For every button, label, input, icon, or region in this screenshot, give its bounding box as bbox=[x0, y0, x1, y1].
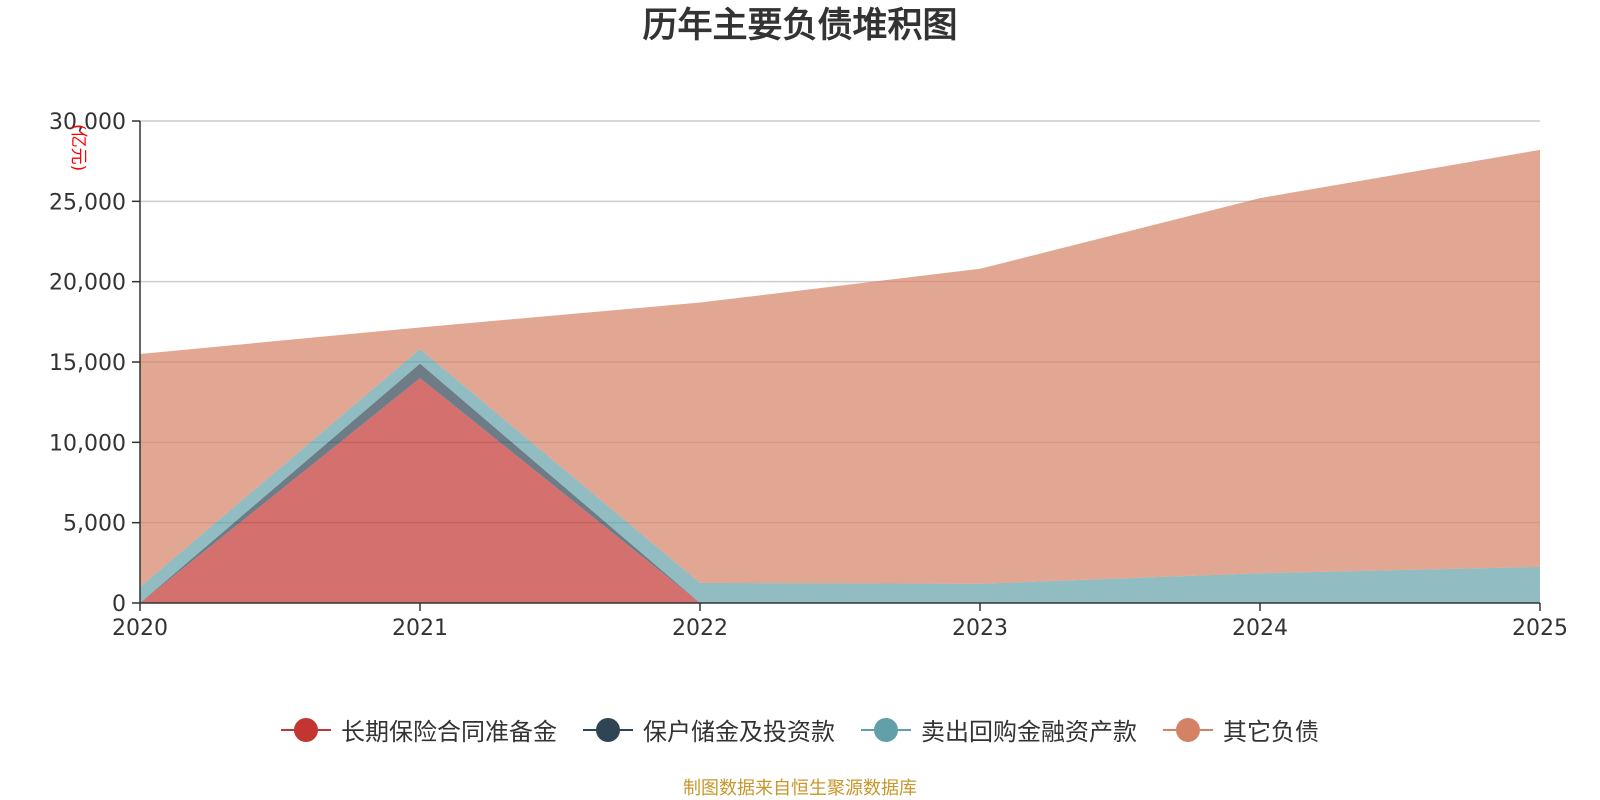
legend-symbol-icon bbox=[1163, 717, 1213, 742]
y-tick-label: 0 bbox=[112, 592, 126, 617]
y-tick-label: 5,000 bbox=[63, 512, 126, 537]
legend-item-other-liabilities[interactable]: 其它负债 bbox=[1163, 712, 1319, 747]
source-note: 制图数据来自恒生聚源数据库 bbox=[683, 778, 917, 799]
legend-item-policyholder-deposit[interactable]: 保户储金及投资款 bbox=[583, 712, 835, 747]
legend-label: 保户储金及投资款 bbox=[643, 718, 835, 746]
x-tick-label: 2020 bbox=[112, 616, 168, 641]
legend-symbol-icon bbox=[861, 717, 911, 742]
x-tick-label: 2025 bbox=[1512, 616, 1568, 641]
legend-item-repo-sold[interactable]: 卖出回购金融资产款 bbox=[861, 712, 1137, 747]
legend-label: 卖出回购金融资产款 bbox=[921, 718, 1137, 746]
x-tick-label: 2024 bbox=[1232, 616, 1288, 641]
y-tick-label: 10,000 bbox=[49, 431, 126, 456]
chart-title: 历年主要负债堆积图 bbox=[642, 6, 958, 46]
x-tick-label: 2023 bbox=[952, 616, 1008, 641]
x-tick-label: 2021 bbox=[392, 616, 448, 641]
y-tick-label: 20,000 bbox=[49, 271, 126, 296]
legend-item-long-term-reserve[interactable]: 长期保险合同准备金 bbox=[281, 712, 557, 747]
legend-label: 长期保险合同准备金 bbox=[341, 718, 557, 746]
area-series-4 bbox=[140, 149, 1540, 587]
area-layer bbox=[140, 149, 1540, 603]
legend-symbol-icon bbox=[583, 717, 633, 742]
legend-label: 其它负债 bbox=[1223, 718, 1319, 746]
y-tick-label: 30,000 bbox=[49, 110, 126, 135]
y-tick-label: 25,000 bbox=[49, 190, 126, 215]
area-series-1 bbox=[140, 378, 1540, 603]
legend-symbol-icon bbox=[281, 717, 331, 742]
area-series-3 bbox=[140, 349, 1540, 603]
y-tick-label: 15,000 bbox=[49, 351, 126, 376]
x-tick-label: 2022 bbox=[672, 616, 728, 641]
axis-layer: 0 5,000 10,000 15,000 20,000 25,000 30,000 2020… bbox=[49, 110, 1568, 641]
y-unit-label: (亿元) bbox=[68, 124, 88, 171]
legend: 长期保险合同准备金 保户储金及投资款 卖出回购金融资产款 其它负债 bbox=[0, 712, 1600, 747]
